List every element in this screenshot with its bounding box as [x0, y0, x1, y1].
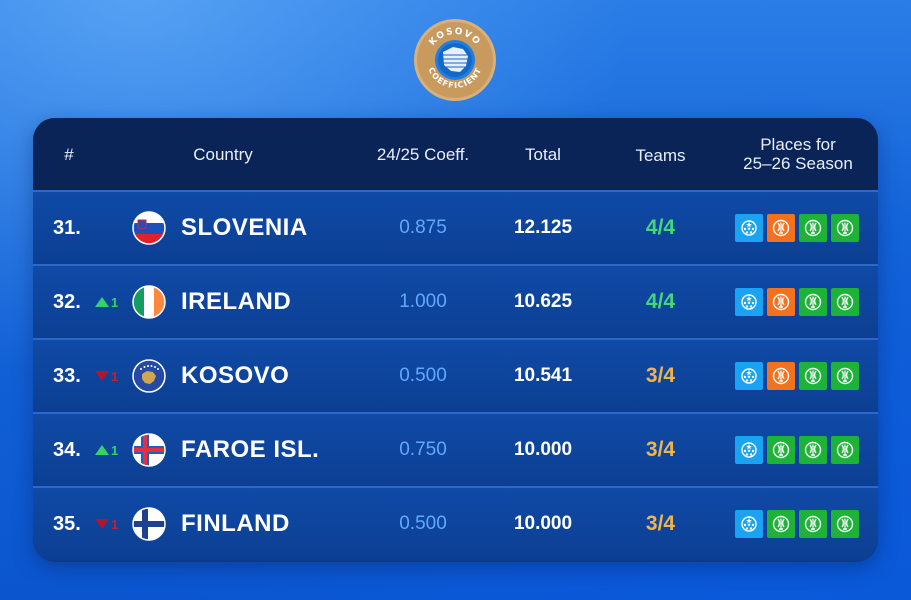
season-coefficient: 0.500: [399, 513, 447, 534]
conference-league-icon: [831, 214, 859, 242]
europa-league-icon: [767, 214, 795, 242]
table-row: 34. 1 FAROE ISL. 0.750 10.000 3/4: [33, 412, 878, 486]
header-rank: #: [64, 145, 74, 164]
teams-count: 3/4: [645, 438, 676, 461]
conference-league-icon: [831, 436, 859, 464]
europa-league-icon: [767, 288, 795, 316]
champions-league-icon: [735, 362, 763, 390]
table-row: 35. 1 FINLAND 0.500 10.000 3/4: [33, 486, 878, 560]
header-places-line1: Places for: [760, 135, 836, 154]
conference-league-icon: [831, 510, 859, 538]
conference-league-icon: [831, 362, 859, 390]
season-coefficient: 0.875: [399, 217, 447, 238]
total-coefficient: 12.125: [513, 217, 573, 238]
rank-change: 1: [95, 340, 131, 412]
slovenia-flag-icon: [132, 192, 166, 264]
arrow-down-icon: [95, 371, 109, 381]
ireland-flag-icon: [132, 266, 166, 338]
conference-league-icon: [767, 436, 795, 464]
country-name: FINLAND: [181, 510, 290, 537]
arrow-up-icon: [95, 445, 109, 455]
rank-change-value: 1: [111, 294, 119, 310]
ranking-table: # Country 24/25 Coeff. Total Teams Place…: [33, 118, 878, 562]
season-coefficient: 0.750: [399, 439, 447, 460]
table-header: # Country 24/25 Coeff. Total Teams Place…: [33, 118, 878, 190]
country-name: SLOVENIA: [181, 214, 308, 241]
arrow-down-icon: [95, 519, 109, 529]
table-row: 31. SLOVENIA 0.875 12.125 4/4: [33, 190, 878, 264]
rank-change: 1: [95, 414, 131, 486]
conference-league-icon: [767, 510, 795, 538]
places-icons: [735, 340, 865, 412]
rank-number: 34.: [53, 438, 81, 461]
places-icons: [735, 266, 865, 338]
teams-count: 4/4: [645, 216, 676, 239]
rank-change: 1: [95, 266, 131, 338]
teams-count: 3/4: [645, 364, 676, 387]
season-coefficient: 0.500: [399, 365, 447, 386]
europa-league-icon: [767, 362, 795, 390]
rank-change: [95, 192, 131, 264]
teams-count: 4/4: [645, 290, 676, 313]
header-places: Places for 25–26 Season: [723, 135, 873, 173]
rank-change-value: 1: [111, 516, 119, 532]
places-icons: [735, 488, 865, 560]
total-coefficient: 10.000: [513, 513, 573, 534]
finland-flag-icon: [132, 488, 166, 560]
conference-league-icon: [799, 214, 827, 242]
champions-league-icon: [735, 214, 763, 242]
country-name: FAROE ISL.: [181, 436, 320, 463]
country-name: KOSOVO: [181, 362, 290, 389]
champions-league-icon: [735, 288, 763, 316]
champions-league-icon: [735, 510, 763, 538]
arrow-up-icon: [95, 297, 109, 307]
header-places-line2: 25–26 Season: [743, 154, 853, 173]
table-row: 32. 1 IRELAND 1.000 10.625 4/4: [33, 264, 878, 338]
conference-league-icon: [799, 510, 827, 538]
places-icons: [735, 414, 865, 486]
kosovo-flag-icon: [132, 340, 166, 412]
champions-league-icon: [735, 436, 763, 464]
rank-number: 35.: [53, 512, 81, 535]
header-total: Total: [525, 145, 561, 164]
kosovo-coefficient-logo: KOSOVO COEFFICIENT: [413, 18, 497, 102]
rank-change: 1: [95, 488, 131, 560]
conference-league-icon: [799, 362, 827, 390]
total-coefficient: 10.541: [513, 365, 573, 386]
conference-league-icon: [799, 288, 827, 316]
faroe-islands-flag-icon: [132, 414, 166, 486]
header-coeff: 24/25 Coeff.: [376, 145, 470, 164]
rank-number: 33.: [53, 364, 81, 387]
table-row: 33. 1 KOSOVO 0.500 10.541 3/4: [33, 338, 878, 412]
header-country: Country: [193, 145, 253, 164]
places-icons: [735, 192, 865, 264]
rank-change-value: 1: [111, 368, 119, 384]
rank-number: 32.: [53, 290, 81, 313]
rank-number: 31.: [53, 216, 81, 239]
header-teams: Teams: [635, 146, 686, 165]
teams-count: 3/4: [645, 512, 676, 535]
conference-league-icon: [799, 436, 827, 464]
country-name: IRELAND: [181, 288, 292, 315]
rank-change-value: 1: [111, 442, 119, 458]
season-coefficient: 1.000: [399, 291, 447, 312]
conference-league-icon: [831, 288, 859, 316]
total-coefficient: 10.000: [513, 439, 573, 460]
total-coefficient: 10.625: [513, 291, 573, 312]
